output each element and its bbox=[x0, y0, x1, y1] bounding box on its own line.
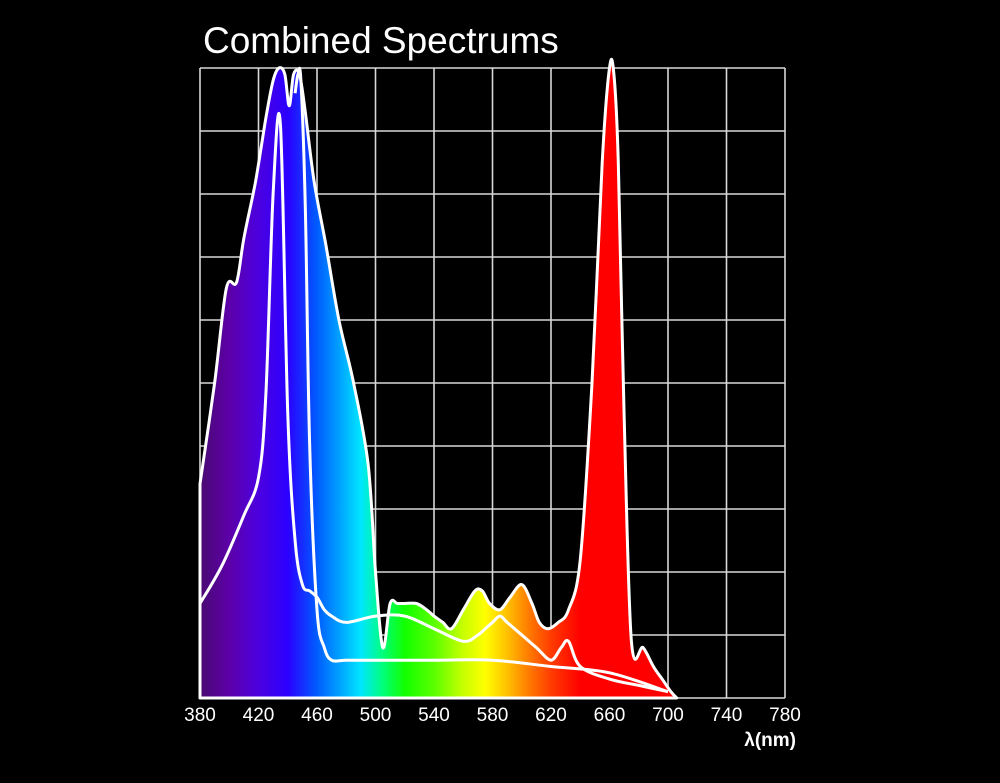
spectrum-outline-2 bbox=[198, 112, 669, 694]
x-tick-label: 460 bbox=[301, 705, 333, 726]
x-tick-label: 620 bbox=[535, 705, 567, 726]
spectrum-outline-combined bbox=[198, 57, 679, 700]
spectrum-outline-layer bbox=[198, 57, 679, 700]
x-tick-label: 540 bbox=[418, 705, 450, 726]
spectrum-area-layer bbox=[200, 59, 677, 698]
x-tick-label: 580 bbox=[477, 705, 509, 726]
x-axis-label: λ(nm) bbox=[744, 730, 796, 751]
x-tick-label: 500 bbox=[360, 705, 392, 726]
x-tick-label: 780 bbox=[769, 705, 801, 726]
spectrum-fill bbox=[200, 59, 677, 698]
grid bbox=[199, 67, 786, 699]
x-tick-labels: 380 420 460 500 540 580 620 660 700 740 780 bbox=[184, 705, 801, 726]
x-tick-label: 700 bbox=[652, 705, 684, 726]
chart-title: Combined Spectrums bbox=[203, 20, 559, 61]
x-tick-label: 660 bbox=[594, 705, 626, 726]
x-tick-label: 380 bbox=[184, 705, 216, 726]
x-tick-label: 740 bbox=[711, 705, 743, 726]
x-tick-label: 420 bbox=[243, 705, 275, 726]
spectrum-outline-3 bbox=[293, 66, 669, 694]
